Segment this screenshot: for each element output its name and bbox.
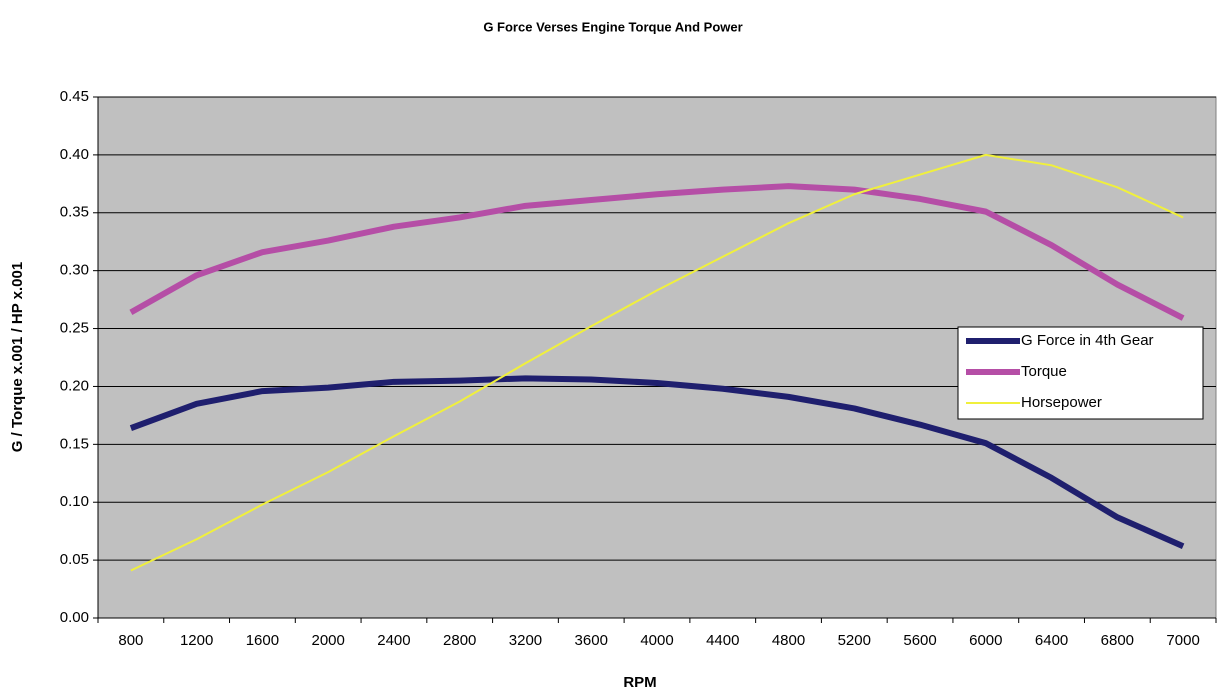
y-tick-label: 0.35 [60,204,89,221]
y-tick-label: 0.25 [60,320,89,337]
x-tick-label: 800 [118,632,143,649]
y-tick-label: 0.20 [60,377,89,394]
chart-title: G Force Verses Engine Torque And Power [483,19,742,34]
x-tick-label: 7000 [1166,632,1199,649]
series-line [129,375,1185,549]
x-tick-label: 1600 [246,632,279,649]
legend-label: Torque [1021,363,1067,380]
x-tick-label: 4400 [706,632,739,649]
x-tick-label: 5600 [903,632,936,649]
y-tick-label: 0.30 [60,262,89,279]
x-tick-label: 5200 [838,632,871,649]
x-tick-label: 2400 [377,632,410,649]
legend-label: G Force in 4th Gear [1021,332,1154,349]
x-tick-label: 2800 [443,632,476,649]
series-line [129,183,1185,321]
y-tick-label: 0.40 [60,146,89,163]
x-tick-label: 3200 [509,632,542,649]
x-tick-label: 6400 [1035,632,1068,649]
x-tick-label: 1200 [180,632,213,649]
series-line [130,153,1184,572]
x-axis-label: RPM [623,674,656,691]
y-tick-label: 0.00 [60,609,89,626]
x-tick-label: 6000 [969,632,1002,649]
x-tick-label: 4800 [772,632,805,649]
x-tick-label: 6800 [1101,632,1134,649]
y-tick-label: 0.10 [60,493,89,510]
y-tick-label: 0.15 [60,435,89,452]
y-axis-label: G / Torque x.001 / HP x.001 [9,262,26,452]
x-tick-label: 4000 [640,632,673,649]
y-tick-label: 0.45 [60,88,89,105]
x-tick-label: 2000 [311,632,344,649]
legend-label: Horsepower [1021,394,1102,411]
x-tick-label: 3600 [575,632,608,649]
y-tick-label: 0.05 [60,551,89,568]
